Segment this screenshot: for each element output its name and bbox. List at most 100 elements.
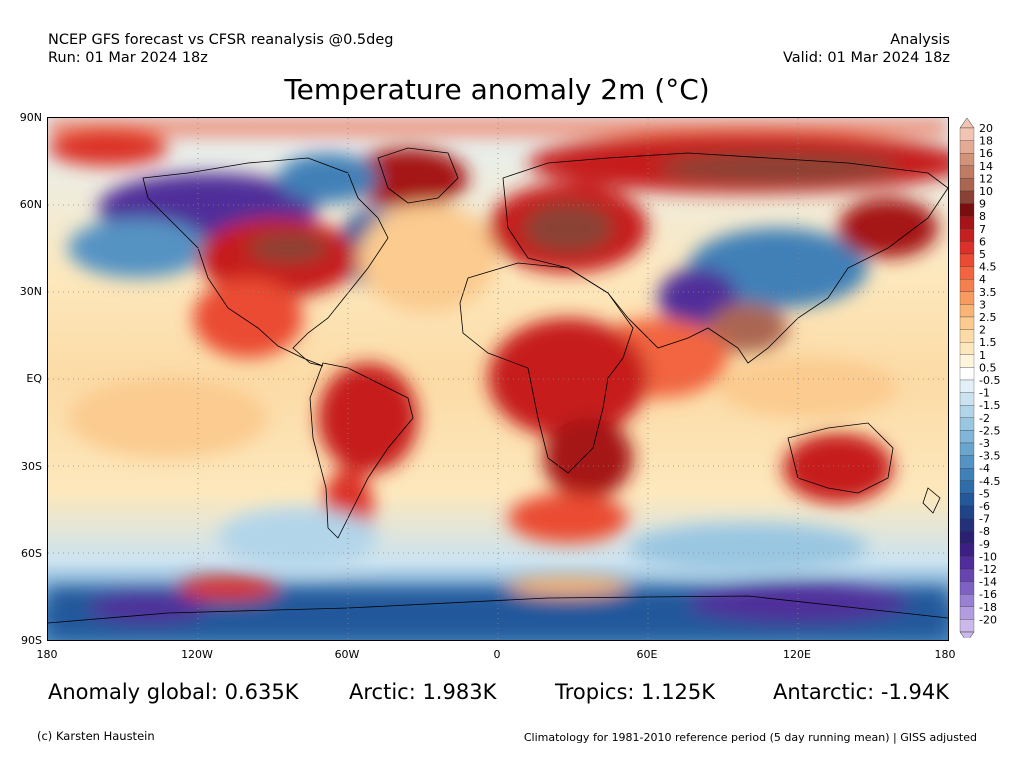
legend-swatch — [959, 190, 975, 204]
legend-swatch — [959, 531, 975, 544]
run-time: Run: 01 Mar 2024 18z — [48, 50, 208, 66]
legend-tick-label: -1.5 — [979, 399, 1000, 412]
legend-tick-label: 4 — [979, 273, 986, 286]
legend-tick-label: 2 — [979, 324, 986, 337]
coastlines — [48, 147, 948, 624]
legend-tick-label: -4.5 — [979, 475, 1000, 488]
legend-swatch — [959, 127, 975, 141]
legend-tick-label: -2 — [979, 412, 990, 425]
lon-label-180e: 180 — [934, 648, 956, 661]
stat-arctic: Arctic: 1.983K — [349, 680, 497, 704]
legend-tick-label: 1.5 — [979, 336, 997, 349]
legend-tick-label: 18 — [979, 135, 993, 148]
legend-tick-label: 20 — [979, 122, 993, 135]
color-legend: 201816141210987654.543.532.521.510.5-0.5… — [959, 118, 1000, 638]
legend-swatch — [959, 342, 975, 355]
legend-tick-label: -12 — [979, 563, 997, 576]
legend-tick-label: 14 — [979, 160, 993, 173]
legend-tick-label: 3 — [979, 298, 986, 311]
legend-swatch — [959, 543, 975, 557]
lon-label-120w: 120W — [181, 648, 213, 661]
legend-tick-label: 8 — [979, 210, 986, 223]
credit-text: (c) Karsten Haustein — [37, 729, 155, 743]
map-canvas — [48, 118, 948, 640]
stat-global: Anomaly global: 0.635K — [48, 680, 299, 704]
legend-cap-top — [959, 118, 975, 129]
legend-swatch — [959, 442, 975, 456]
valid-time: Valid: 01 Mar 2024 18z — [782, 50, 950, 66]
legend-tick-label: 2.5 — [979, 311, 997, 324]
legend-tick-label: 10 — [979, 185, 993, 198]
legend-swatch — [959, 568, 975, 582]
model-description: NCEP GFS forecast vs CFSR reanalysis @0.… — [48, 32, 394, 48]
legend-swatch — [959, 392, 975, 406]
legend-tick-label: -5 — [979, 487, 990, 500]
legend-tick-label: 16 — [979, 147, 993, 160]
lat-label-60s: 60S — [21, 547, 42, 560]
legend-swatch — [959, 379, 975, 393]
legend-swatch — [959, 153, 975, 166]
legend-swatch — [959, 165, 975, 179]
legend-swatch — [959, 304, 975, 318]
legend-swatch — [959, 354, 975, 368]
legend-tick-label: 12 — [979, 172, 993, 185]
legend-tick-label: 4.5 — [979, 261, 997, 274]
legend-tick-label: -20 — [979, 613, 997, 626]
legend-swatch — [959, 505, 975, 519]
legend-swatch — [959, 581, 975, 595]
lat-label-90n: 90N — [19, 111, 42, 124]
legend-tick-label: -18 — [979, 601, 997, 614]
legend-tick-label: 5 — [979, 248, 986, 261]
legend-swatch — [959, 279, 975, 292]
legend-tick-label: 6 — [979, 235, 986, 248]
legend-swatch — [959, 203, 975, 217]
legend-swatch — [959, 291, 975, 305]
analysis-label: Analysis — [890, 32, 950, 48]
legend-swatch — [959, 455, 975, 469]
legend-swatch — [959, 594, 975, 607]
legend-cap-bottom — [959, 631, 975, 638]
lat-label-90s: 90S — [21, 634, 42, 647]
lon-label-180w: 180 — [36, 648, 58, 661]
legend-tick-label: -3.5 — [979, 450, 1000, 463]
legend-swatch — [959, 253, 975, 267]
legend-tick-label: -8 — [979, 525, 990, 538]
legend-tick-label: -16 — [979, 588, 997, 601]
legend-swatch — [959, 480, 975, 494]
legend-tick-label: -4 — [979, 462, 990, 475]
lat-label-30n: 30N — [19, 285, 42, 298]
legend-swatch — [959, 430, 975, 444]
legend-swatch — [959, 405, 975, 418]
lon-label-0: 0 — [493, 648, 501, 661]
legend-swatch — [959, 266, 975, 280]
legend-swatch — [959, 556, 975, 570]
legend-swatch — [959, 316, 975, 330]
climatology-note: Climatology for 1981-2010 reference peri… — [523, 731, 977, 744]
legend-swatch — [959, 606, 975, 620]
legend-swatch — [959, 417, 975, 431]
legend-tick-label: -6 — [979, 500, 990, 513]
lon-label-60w: 60W — [334, 648, 360, 661]
legend-tick-label: 9 — [979, 198, 986, 211]
stat-antarctic: Antarctic: -1.94K — [773, 680, 949, 704]
anomaly-map — [47, 117, 949, 641]
legend-swatch — [959, 518, 975, 532]
legend-tick-label: -7 — [979, 513, 990, 526]
legend-tick-label: -9 — [979, 538, 990, 551]
anomaly-field — [48, 118, 948, 640]
legend-tick-label: -14 — [979, 576, 997, 589]
legend-tick-label: -10 — [979, 550, 997, 563]
lat-label-eq: EQ — [26, 372, 42, 385]
stat-tropics: Tropics: 1.125K — [555, 680, 716, 704]
legend-tick-label: 3.5 — [979, 286, 997, 299]
map-title: Temperature anomaly 2m (°C) — [284, 73, 710, 106]
legend-swatch — [959, 619, 975, 633]
legend-swatch — [959, 493, 975, 507]
legend-tick-label: -2.5 — [979, 424, 1000, 437]
header-left: NCEP GFS forecast vs CFSR reanalysis @0.… — [48, 31, 393, 67]
legend-tick-label: -0.5 — [979, 374, 1000, 387]
graticule — [48, 118, 948, 640]
lat-label-30s: 30S — [21, 460, 42, 473]
legend-swatch — [959, 216, 975, 229]
legend-swatch — [959, 241, 975, 255]
